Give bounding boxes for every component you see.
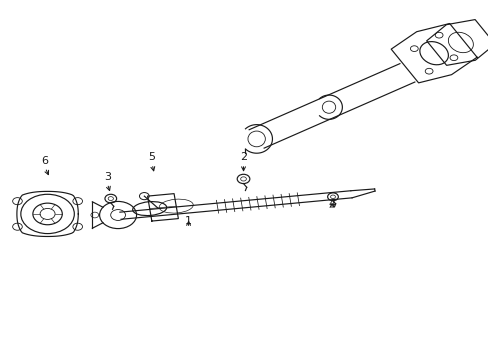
Text: 3: 3: [103, 172, 111, 182]
Text: 6: 6: [41, 156, 48, 166]
Text: 1: 1: [184, 216, 192, 226]
Text: 2: 2: [240, 152, 246, 162]
Text: 4: 4: [328, 199, 335, 208]
Text: 5: 5: [148, 152, 155, 162]
